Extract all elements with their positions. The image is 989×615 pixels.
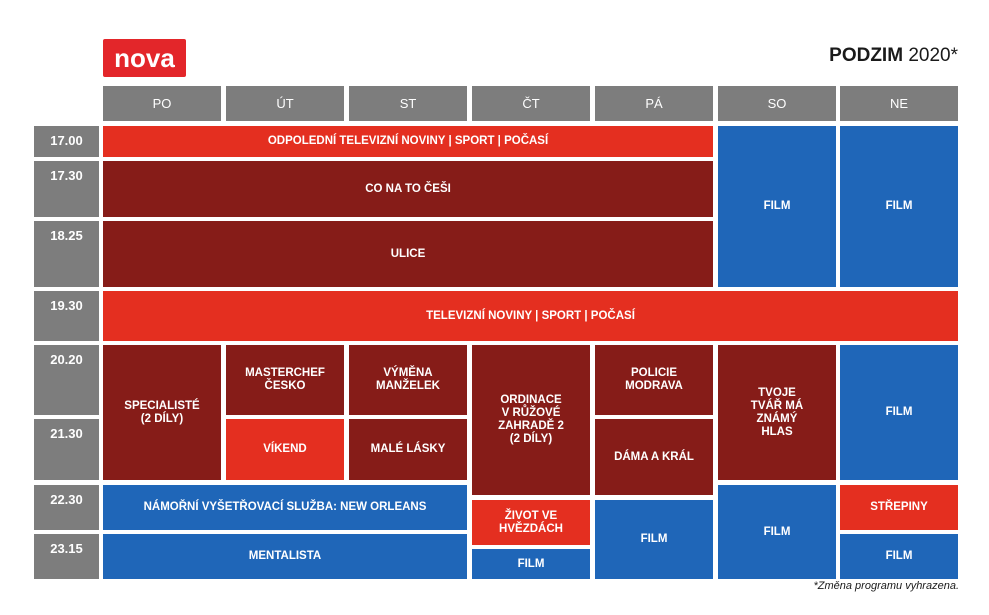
program-televizni-noviny: TELEVIZNÍ NOVINY | SPORT | POČASÍ: [103, 291, 958, 341]
nova-logo: nova: [103, 39, 186, 77]
program-masterchef: MASTERCHEF ČESKO: [226, 345, 344, 415]
program-vikend: VÍKEND: [226, 419, 344, 480]
time-slot-1730: 17.30: [34, 161, 99, 217]
footnote: *Změna programu vyhrazena.: [813, 580, 959, 592]
page-title: PODZIM 2020*: [829, 45, 958, 67]
program-specialiste: SPECIALISTÉ (2 DÍLY): [103, 345, 221, 480]
program-odpoledni-noviny: ODPOLEDNÍ TELEVIZNÍ NOVINY | SPORT | POČ…: [103, 126, 713, 157]
time-slot-2020: 20.20: [34, 345, 99, 415]
program-ordinace: ORDINACE V RŮŽOVÉ ZAHRADĚ 2 (2 DÍLY): [472, 345, 590, 495]
program-film-so-late: FILM: [718, 485, 836, 579]
program-zivot-ve-hvezdach: ŽIVOT VE HVĚZDÁCH: [472, 500, 590, 545]
program-ulice: ULICE: [103, 221, 713, 287]
time-slot-1700: 17.00: [34, 126, 99, 157]
season-year: 2020*: [903, 45, 958, 66]
program-film-ne-late: FILM: [840, 534, 958, 579]
program-policie-modrava: POLICIE MODRAVA: [595, 345, 713, 415]
program-film-pa-late: FILM: [595, 500, 713, 579]
program-film-so-afternoon: FILM: [718, 126, 836, 287]
program-male-lasky: MALÉ LÁSKY: [349, 419, 467, 480]
season-label: PODZIM: [829, 45, 904, 66]
day-header-so: SO: [718, 86, 836, 121]
day-header-po: PO: [103, 86, 221, 121]
program-film-ct-late: FILM: [472, 549, 590, 579]
day-header-pa: PÁ: [595, 86, 713, 121]
program-tvoje-tvar: TVOJE TVÁŘ MÁ ZNÁMÝ HLAS: [718, 345, 836, 480]
day-header-ut: ÚT: [226, 86, 344, 121]
program-film-ne-afternoon: FILM: [840, 126, 958, 287]
program-co-na-to-cesi: CO NA TO ČEŠI: [103, 161, 713, 217]
program-film-ne-prime: FILM: [840, 345, 958, 480]
time-slot-1930: 19.30: [34, 291, 99, 341]
day-header-st: ST: [349, 86, 467, 121]
day-header-ct: ČT: [472, 86, 590, 121]
program-strepiny: STŘEPINY: [840, 485, 958, 530]
day-header-ne: NE: [840, 86, 958, 121]
time-slot-2230: 22.30: [34, 485, 99, 530]
program-ncis-new-orleans: NÁMOŘNÍ VYŠETŘOVACÍ SLUŽBA: NEW ORLEANS: [103, 485, 467, 530]
program-dama-a-kral: DÁMA A KRÁL: [595, 419, 713, 495]
time-slot-1825: 18.25: [34, 221, 99, 287]
program-mentalista: MENTALISTA: [103, 534, 467, 579]
time-slot-2130: 21.30: [34, 419, 99, 480]
program-vymena-manzelek: VÝMĚNA MANŽELEK: [349, 345, 467, 415]
time-slot-2315: 23.15: [34, 534, 99, 579]
